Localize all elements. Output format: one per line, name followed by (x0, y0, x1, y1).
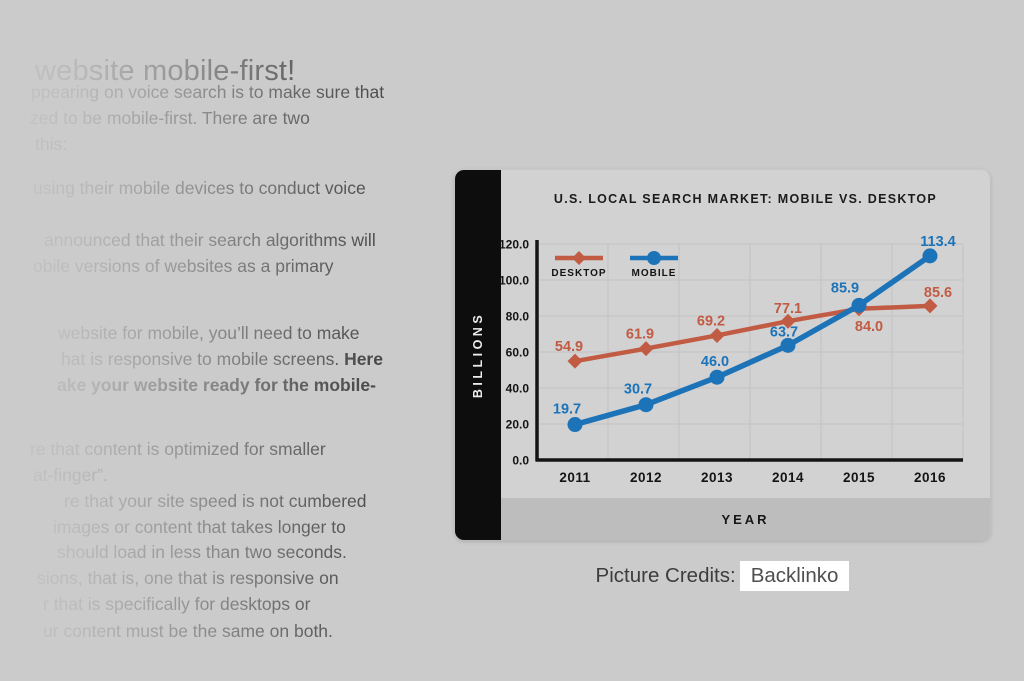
svg-text:120.0: 120.0 (499, 238, 529, 252)
svg-text:60.0: 60.0 (506, 346, 530, 360)
data-label: 61.9 (626, 327, 654, 343)
legend: DESKTOP MOBILE (551, 251, 678, 279)
article-line: re that content is optimized for smaller (30, 439, 326, 459)
svg-text:40.0: 40.0 (506, 382, 530, 396)
svg-text:2014: 2014 (772, 470, 804, 485)
svg-text:20.0: 20.0 (506, 418, 530, 432)
data-label: 46.0 (701, 354, 729, 370)
svg-text:MOBILE: MOBILE (632, 268, 677, 279)
article-line: sions, that is, one that is responsive o… (37, 568, 339, 588)
article-line: website for mobile, you’ll need to make (58, 323, 360, 343)
picture-credits: Picture Credits: Backlinko (455, 561, 990, 591)
svg-text:2011: 2011 (559, 470, 590, 485)
svg-text:0.0: 0.0 (512, 454, 529, 468)
article-line: ur content must be the same on both. (43, 621, 333, 641)
svg-text:100.0: 100.0 (499, 274, 529, 288)
article-line: ake your website ready for the mobile- (57, 375, 376, 395)
article-line: should load in less than two seconds. (57, 542, 347, 562)
y-tick-labels: 0.0 20.0 40.0 60.0 80.0 100.0 120.0 (499, 238, 529, 468)
article-line: ppearing on voice search is to make sure… (31, 82, 385, 102)
x-axis-title-strip: YEAR (501, 498, 990, 540)
svg-text:2015: 2015 (843, 470, 875, 485)
svg-text:DESKTOP: DESKTOP (551, 268, 606, 279)
data-label: 63.7 (770, 324, 798, 340)
data-label: 54.9 (555, 339, 583, 355)
chart-title: U.S. LOCAL SEARCH MARKET: MOBILE VS. DES… (553, 192, 938, 206)
article-text: website mobile-first! ppearing on voice … (0, 0, 440, 681)
article-line: images or content that takes longer to (53, 517, 346, 537)
axes (535, 240, 963, 462)
article-line: hat is responsive to mobile screens. Her… (61, 349, 383, 369)
backlinko-link[interactable]: Backlinko (739, 561, 850, 591)
data-label: 84.0 (855, 319, 883, 335)
y-axis-title-bar: BILLIONS (455, 170, 501, 540)
article-line: announced that their search algorithms w… (44, 230, 376, 250)
data-label: 113.4 (920, 234, 956, 250)
article-line: re that your site speed is not cumbered (64, 491, 367, 511)
series-mobile: 19.7 30.7 46.0 63.7 85.9 113.4 (553, 234, 956, 433)
svg-text:2012: 2012 (630, 470, 662, 485)
article-line: using their mobile devices to conduct vo… (33, 178, 366, 198)
data-label: 19.7 (553, 402, 581, 418)
chart-image-card: BILLIONS U.S. LOCAL SEARCH MARKET: MOBIL… (455, 170, 990, 540)
article-line: obile versions of websites as a primary (33, 256, 334, 276)
svg-text:2016: 2016 (914, 470, 946, 485)
article-line: this: (35, 134, 68, 154)
article-line: zed to be mobile-first. There are two (30, 108, 310, 128)
data-label: 85.9 (831, 280, 859, 296)
article-line: r that is specifically for desktops or (43, 594, 311, 614)
article-line: at-finger”. (33, 465, 108, 485)
data-label: 77.1 (774, 301, 802, 317)
x-tick-labels: 2011 2012 2013 2014 2015 2016 (559, 470, 946, 485)
data-label: 85.6 (924, 285, 952, 301)
credits-label: Picture Credits: (595, 564, 736, 587)
series-desktop: 54.9 61.9 69.2 77.1 84.0 85.6 (555, 285, 952, 369)
svg-text:2013: 2013 (701, 470, 733, 485)
data-label: 30.7 (624, 382, 652, 398)
x-axis-title: YEAR (721, 511, 770, 527)
svg-text:80.0: 80.0 (506, 310, 530, 324)
data-label: 69.2 (697, 313, 725, 329)
